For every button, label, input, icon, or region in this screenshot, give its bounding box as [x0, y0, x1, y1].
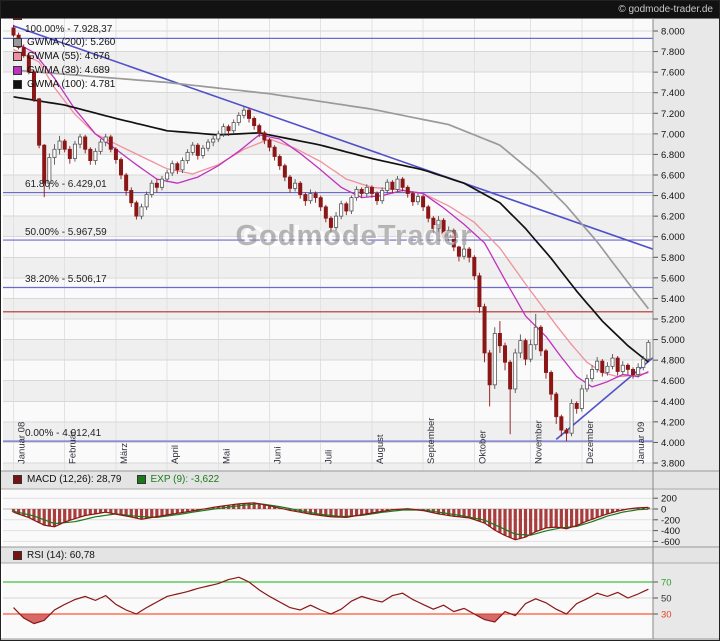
svg-text:4.000: 4.000 [661, 438, 685, 449]
fib-label-100: 100.00% - 7.928,37 [25, 24, 113, 35]
svg-text:5.400: 5.400 [661, 294, 685, 305]
svg-text:-400: -400 [661, 526, 680, 537]
svg-text:-200: -200 [661, 515, 680, 526]
svg-text:30: 30 [661, 610, 672, 621]
svg-text:4.200: 4.200 [661, 417, 685, 428]
svg-text:6.000: 6.000 [661, 232, 685, 243]
gwma55-swatch [13, 52, 22, 61]
legend-item-gwma100: GWMA (100): 4.781 [13, 79, 115, 90]
macd-signal-label: EXP (9): -3,622 [150, 474, 220, 485]
svg-text:50: 50 [661, 594, 672, 605]
month-labels: Januar 08 Februar März April Mai Juni Juli Augu… [17, 418, 648, 464]
macd-legend: MACD (12,26): 28,79 EXP (9): -3,622 [13, 474, 219, 485]
rsi-axis: 70 50 30 [653, 563, 719, 639]
svg-text:6.200: 6.200 [661, 212, 685, 223]
legend-item-gwma55: GWMA (55): 4.676 [13, 51, 110, 62]
svg-text:Mai: Mai [221, 449, 232, 464]
svg-text:7.200: 7.200 [661, 109, 685, 120]
svg-text:7.600: 7.600 [661, 68, 685, 79]
copyright-text: © godmode-trader.de [618, 4, 713, 15]
svg-text:6.800: 6.800 [661, 150, 685, 161]
candles-layer [11, 24, 651, 442]
svg-text:3.800: 3.800 [661, 458, 685, 469]
gwma100-swatch [13, 80, 22, 89]
svg-text:5.600: 5.600 [661, 273, 685, 284]
fib-label-50: 50.00% - 5.967,59 [25, 227, 107, 238]
price-bands [3, 18, 653, 471]
svg-text:Februar: Februar [68, 431, 79, 464]
svg-text:GodmodeTrader: GodmodeTrader [243, 221, 467, 253]
svg-text:September: September [426, 418, 437, 464]
svg-text:6.600: 6.600 [661, 170, 685, 181]
legend-item-gwma200: GWMA (200): 5.260 [13, 37, 115, 48]
svg-text:März: März [119, 443, 130, 464]
svg-text:7.000: 7.000 [661, 129, 685, 140]
svg-text:Oktober: Oktober [477, 430, 488, 464]
macd-series-label: MACD (12,26): 28,79 [27, 474, 122, 485]
svg-text:Juli: Juli [324, 450, 335, 464]
panel-separators [1, 17, 719, 640]
svg-text:8.000: 8.000 [661, 27, 685, 38]
gwma200-label: GWMA (200): 5.260 [27, 37, 116, 48]
svg-text:Januar 09: Januar 09 [636, 422, 647, 464]
svg-text:August: August [375, 434, 386, 464]
macd-panel [1, 471, 719, 547]
fib-label-618: 61.80% - 6.429,01 [25, 179, 107, 190]
topbar: © godmode-trader.de [1, 1, 719, 18]
price-grid [3, 18, 653, 471]
gwma200-swatch [13, 38, 22, 47]
macd-signal-swatch [136, 475, 146, 484]
gwma38-swatch [13, 66, 22, 75]
svg-text:4.600: 4.600 [661, 376, 685, 387]
svg-text:-600: -600 [661, 537, 680, 548]
svg-text:70: 70 [661, 578, 672, 589]
gwma55-label: GWMA (55): 4.676 [27, 51, 110, 62]
rsi-legend: RSI (14): 60,78 [13, 550, 95, 561]
fib-lines-layer [3, 37, 653, 442]
svg-text:Juni: Juni [273, 447, 284, 464]
svg-text:5.800: 5.800 [661, 253, 685, 264]
svg-text:GodmodeTrader: GodmodeTrader [236, 220, 473, 252]
svg-text:200: 200 [661, 494, 677, 505]
svg-text:0: 0 [661, 505, 666, 516]
price-axis: 8.000 7.800 7.600 7.400 7.200 7.000 6.800 6.600… [653, 18, 719, 471]
gwma38-label: GWMA (38): 4.689 [27, 65, 110, 76]
svg-text:7.400: 7.400 [661, 88, 685, 99]
svg-text:November: November [534, 420, 545, 464]
svg-text:Januar 08: Januar 08 [17, 422, 28, 464]
svg-text:4.800: 4.800 [661, 356, 685, 367]
fib-label-0: 0.00% - 4.012,41 [25, 428, 102, 439]
rsi-series-swatch [13, 551, 22, 560]
rsi-series-label: RSI (14): 60,78 [27, 550, 95, 561]
macd-series-swatch [13, 475, 22, 484]
rsi-panel [1, 547, 719, 640]
svg-text:April: April [170, 445, 181, 464]
svg-text:5.000: 5.000 [661, 335, 685, 346]
svg-text:5.200: 5.200 [661, 314, 685, 325]
svg-text:Dezember: Dezember [585, 420, 596, 464]
gwma100-label: GWMA (100): 4.781 [27, 79, 116, 90]
legend-item-gwma38: GWMA (38): 4.689 [13, 65, 110, 76]
svg-text:4.400: 4.400 [661, 397, 685, 408]
fib-label-382: 38.20% - 5.506,17 [25, 274, 107, 285]
svg-text:6.400: 6.400 [661, 191, 685, 202]
svg-text:7.800: 7.800 [661, 47, 685, 58]
